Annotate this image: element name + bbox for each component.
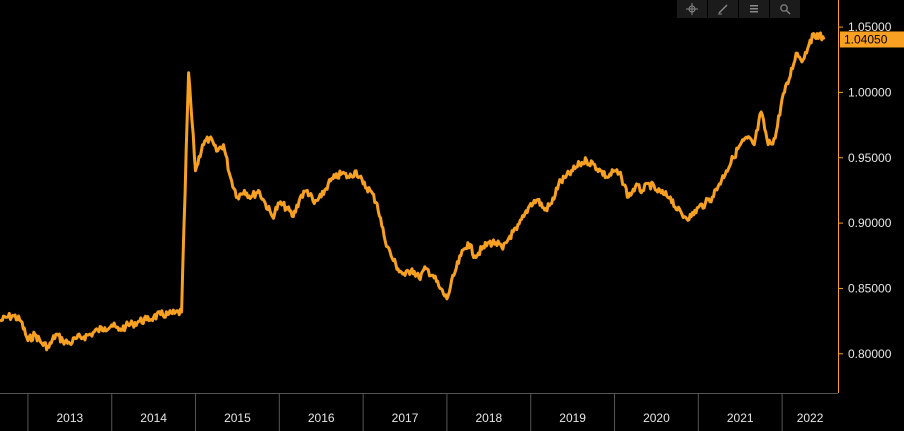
x-tick-label: 2013	[56, 411, 83, 425]
plot-area[interactable]	[0, 31, 826, 352]
chart-toolbar	[677, 0, 801, 18]
y-tick-label: 0.85000	[848, 281, 892, 295]
y-tick-label: 0.90000	[848, 216, 892, 230]
x-tick-label: 2019	[559, 411, 586, 425]
legend-icon	[750, 5, 758, 13]
series-line	[0, 31, 826, 352]
draw-line-tool-button[interactable]	[708, 0, 739, 18]
last-value-tag-box	[840, 31, 904, 48]
x-axis-ticks: 2013 2014 2015 2016 2017 2018 2019 2020 2021 2022	[27, 393, 824, 431]
zoom-tool-button[interactable]	[770, 0, 801, 18]
crosshair-icon	[686, 3, 698, 15]
y-tick-label: 0.80000	[848, 347, 892, 361]
y-tick-label: 1.00000	[848, 85, 892, 99]
last-value-label: 1.04050	[844, 32, 888, 46]
x-tick-label: 2018	[475, 411, 502, 425]
x-tick-label: 2020	[643, 411, 670, 425]
y-tick-label: 0.95000	[848, 151, 892, 165]
x-tick-label: 2021	[727, 411, 754, 425]
x-tick-label: 2015	[224, 411, 251, 425]
draw-line-icon	[718, 4, 728, 15]
x-tick-label: 2014	[140, 411, 167, 425]
y-tick-label: 1.05000	[848, 20, 892, 34]
x-tick-label: 2017	[392, 411, 419, 425]
legend-tool-button[interactable]	[739, 0, 770, 18]
zoom-icon	[780, 4, 791, 15]
last-value-tag: 1.04050	[840, 31, 904, 48]
y-axis-ticks: 0.80000 0.85000 0.90000 0.95000 1.00000 1.050…	[838, 20, 892, 361]
x-tick-label: 2022	[797, 411, 824, 425]
x-tick-label: 2016	[308, 411, 335, 425]
crosshair-tool-button[interactable]	[677, 0, 708, 18]
